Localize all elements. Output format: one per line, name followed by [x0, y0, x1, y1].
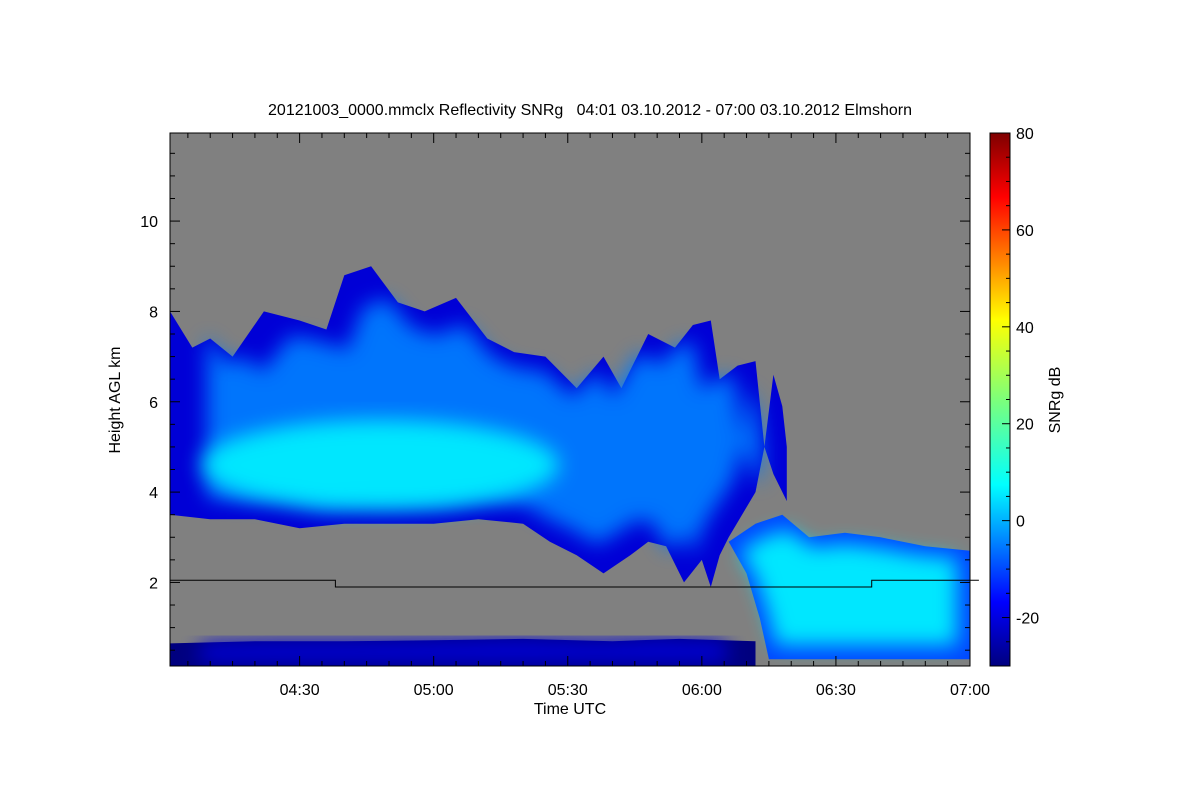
- upper-layer-core: [201, 419, 559, 511]
- colorbar-axis: -20 0 20 40 60 80: [1002, 126, 1039, 667]
- y-tick-label: 4: [149, 485, 158, 502]
- colorbar-tick-label: -20: [1016, 611, 1039, 628]
- threshold-line: [170, 579, 979, 588]
- y-tick-label: 2: [149, 575, 158, 592]
- ground-clutter: [200, 640, 727, 662]
- x-tick-label: 05:30: [548, 682, 588, 699]
- y-tick-label: 8: [149, 304, 158, 321]
- plot-frame: [169, 132, 971, 667]
- y-axis: 2 4 6 8 10: [140, 152, 970, 651]
- x-tick-label: 05:00: [414, 682, 454, 699]
- echo-regions: [170, 266, 970, 666]
- x-tick-label: 04:30: [280, 682, 320, 699]
- colorbar-label: SNRg dB: [1047, 367, 1064, 434]
- colorbar-tick-label: 80: [1016, 126, 1034, 143]
- colorbar-tick-label: 0: [1016, 514, 1025, 531]
- x-axis-label: Time UTC: [534, 701, 606, 718]
- colorbar-tick-label: 60: [1016, 223, 1034, 240]
- colorbar-tick-label: 20: [1016, 417, 1034, 434]
- y-axis-label: Height AGL km: [107, 346, 124, 453]
- y-tick-label: 10: [140, 214, 158, 231]
- y-tick-label: 6: [149, 395, 158, 412]
- x-tick-label: 06:30: [816, 682, 856, 699]
- x-axis: 04:30 05:00 05:30 06:00 06:30 07:00: [187, 133, 990, 699]
- x-tick-label: 06:00: [682, 682, 722, 699]
- colorbar-tick-label: 40: [1016, 320, 1034, 337]
- chart-title: 20121003_0000.mmclx Reflectivity SNRg 04…: [268, 102, 912, 119]
- x-tick-label: 07:00: [950, 682, 990, 699]
